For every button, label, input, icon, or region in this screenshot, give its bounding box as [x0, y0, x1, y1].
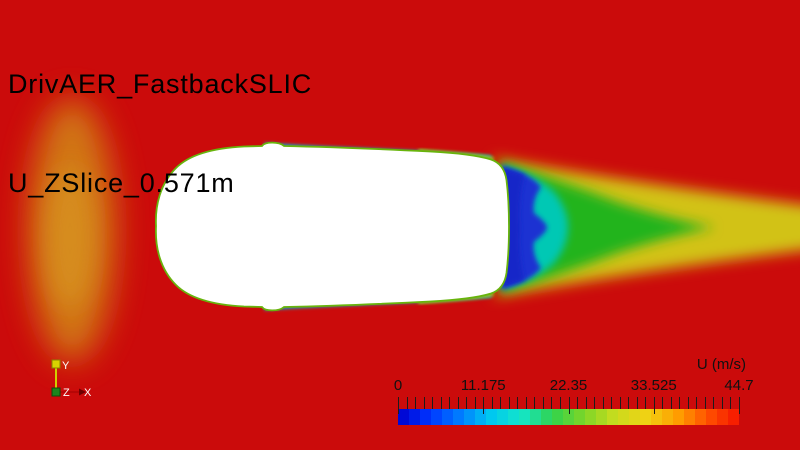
orientation-axes: Y Z X — [51, 359, 92, 399]
axis-y-label: Y — [62, 360, 70, 372]
axis-x-label: X — [84, 387, 92, 399]
colorbar-labels: 0 11.175 22.35 33.525 44.7 — [394, 377, 754, 394]
axis-y-head — [51, 359, 61, 369]
colorbar-ticks — [398, 397, 740, 414]
scene-title: DrivAER_FastbackSLIC U_ZSlice_0.571m — [8, 2, 312, 266]
colorbar-label-3: 33.525 — [630, 377, 677, 394]
colorbar-label-2: 22.35 — [549, 377, 588, 394]
scene-title-line2: U_ZSlice_0.571m — [8, 168, 235, 198]
axis-z-head — [51, 387, 61, 397]
axis-x-head — [79, 388, 86, 396]
axis-z-label: Z — [63, 387, 70, 399]
scene-title-line1: DrivAER_FastbackSLIC — [8, 69, 313, 99]
colorbar-title: U (m/s) — [696, 356, 746, 373]
colorbar-label-1: 11.175 — [460, 377, 506, 394]
colorbar[interactable]: U (m/s) 0 11.175 22.35 33.525 44.7 — [394, 356, 754, 426]
colorbar-gradient — [398, 409, 739, 425]
colorbar-label-0: 0 — [393, 377, 403, 394]
front-stagnation-core — [46, 168, 94, 308]
colorbar-label-4: 44.7 — [724, 377, 754, 394]
car-body — [154, 141, 510, 312]
